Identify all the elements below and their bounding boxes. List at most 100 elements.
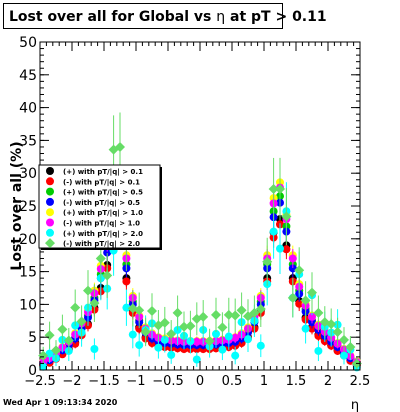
- legend: (+) with pT/|q| > 0.1(-) with pT/|q| > 0…: [38, 164, 162, 250]
- y-tick-label: 40: [19, 101, 37, 117]
- x-tick-label: 1: [260, 374, 268, 389]
- y-tick-label: 10: [19, 297, 37, 313]
- y-tick-label: 0: [28, 363, 37, 379]
- data-point: [326, 319, 337, 330]
- legend-marker: [46, 218, 54, 227]
- x-tick-label: 1.5: [286, 374, 307, 389]
- data-point: [249, 307, 260, 318]
- data-point: [135, 324, 144, 333]
- data-point: [166, 328, 177, 339]
- legend-marker: [45, 238, 55, 249]
- data-point: [313, 307, 324, 318]
- data-point: [301, 324, 310, 333]
- data-point: [223, 309, 234, 320]
- legend-marker: [46, 177, 54, 186]
- data-point: [134, 305, 145, 316]
- data-point: [103, 248, 112, 257]
- x-tick-label: −1.5: [88, 374, 120, 389]
- y-tick-label: 35: [19, 133, 37, 149]
- data-point: [339, 334, 349, 345]
- legend-entry-label: (-) with pT/|q| > 0.5: [63, 199, 140, 208]
- data-point: [44, 330, 55, 341]
- data-point: [122, 277, 131, 286]
- data-point: [269, 227, 278, 236]
- x-axis-label: η: [351, 398, 359, 412]
- data-point: [287, 292, 298, 303]
- data-point: [76, 316, 87, 327]
- data-point: [231, 333, 240, 342]
- data-point: [294, 265, 305, 276]
- data-point: [211, 309, 221, 320]
- data-point: [308, 312, 316, 321]
- data-point: [89, 298, 100, 309]
- data-point: [38, 350, 49, 361]
- chart-title-eta: η: [216, 9, 226, 25]
- data-point: [102, 270, 113, 281]
- y-tick-label: 45: [19, 68, 37, 84]
- data-point: [179, 321, 189, 332]
- legend-entry-label: (+) with pT/|q| > 1.0: [63, 209, 143, 218]
- chart-title-suffix: at pT > 0.11: [225, 9, 327, 25]
- data-point: [275, 183, 285, 194]
- data-point: [262, 256, 273, 267]
- legend-marker: [46, 167, 54, 175]
- data-point: [198, 311, 209, 322]
- y-tick-label: 20: [19, 232, 37, 248]
- legend-marker: [46, 187, 54, 196]
- data-point: [115, 141, 125, 152]
- data-point: [276, 244, 284, 253]
- data-point: [308, 324, 316, 333]
- y-tick-label: 25: [19, 199, 37, 215]
- data-point: [39, 362, 48, 371]
- chart-title-text: Lost over all for Global vs: [9, 9, 217, 25]
- data-point: [236, 305, 247, 316]
- x-tick-label: 2: [324, 374, 332, 389]
- x-tick-label: 2.5: [350, 374, 371, 389]
- x-tick-label: −0.5: [152, 374, 184, 389]
- x-tick-label: −2.5: [24, 374, 56, 389]
- y-tick-label: 50: [19, 35, 37, 51]
- legend-entry-label: (-) with pT/|q| > 2.0: [63, 240, 140, 249]
- legend-box: [38, 164, 161, 249]
- data-point: [122, 303, 131, 312]
- datestamp: Wed Apr 1 09:13:34 2020: [3, 398, 118, 407]
- data-point: [57, 324, 68, 335]
- legend-entry-label: (-) with pT/|q| > 1.0: [63, 220, 140, 229]
- data-point: [95, 253, 106, 264]
- data-point: [140, 326, 151, 337]
- chart-title: Lost over all for Global vs η at pT > 0.…: [3, 3, 327, 29]
- data-point: [281, 211, 292, 222]
- data-point: [282, 245, 291, 254]
- data-point: [314, 346, 323, 355]
- data-point: [192, 337, 201, 346]
- x-tick-label: −1: [126, 374, 145, 389]
- data-point: [268, 183, 279, 194]
- data-point: [70, 302, 81, 313]
- data-point: [128, 330, 137, 339]
- x-tick-label: 0.5: [222, 374, 243, 389]
- y-tick-label: 30: [19, 166, 37, 182]
- data-point: [83, 285, 93, 296]
- legend-entry-label: (-) with pT/|q| > 0.1: [63, 178, 140, 187]
- data-point: [218, 345, 227, 354]
- axes: −2.5 −2 −1.5 −1 −0.5 0 0.5 1 1.5 2 2.5 0 5 10 15 20 25 30…: [19, 35, 370, 389]
- data-point: [90, 345, 99, 354]
- data-point: [307, 287, 317, 298]
- y-tick-label: 5: [28, 330, 37, 346]
- data-point: [288, 254, 297, 263]
- data-point: [63, 335, 74, 346]
- data-point: [167, 350, 176, 359]
- data-point: [160, 335, 169, 344]
- legend-marker: [46, 228, 54, 237]
- x-tick-label: −2: [62, 374, 81, 389]
- legend-entry-label: (+) with pT/|q| > 0.1: [63, 168, 143, 177]
- data-point: [224, 332, 233, 341]
- data-point: [340, 351, 348, 360]
- data-point: [256, 341, 265, 350]
- data-point: [230, 310, 241, 321]
- data-point: [172, 307, 183, 318]
- data-point: [51, 345, 61, 356]
- legend-marker: [46, 208, 54, 217]
- legend-marker: [46, 197, 54, 206]
